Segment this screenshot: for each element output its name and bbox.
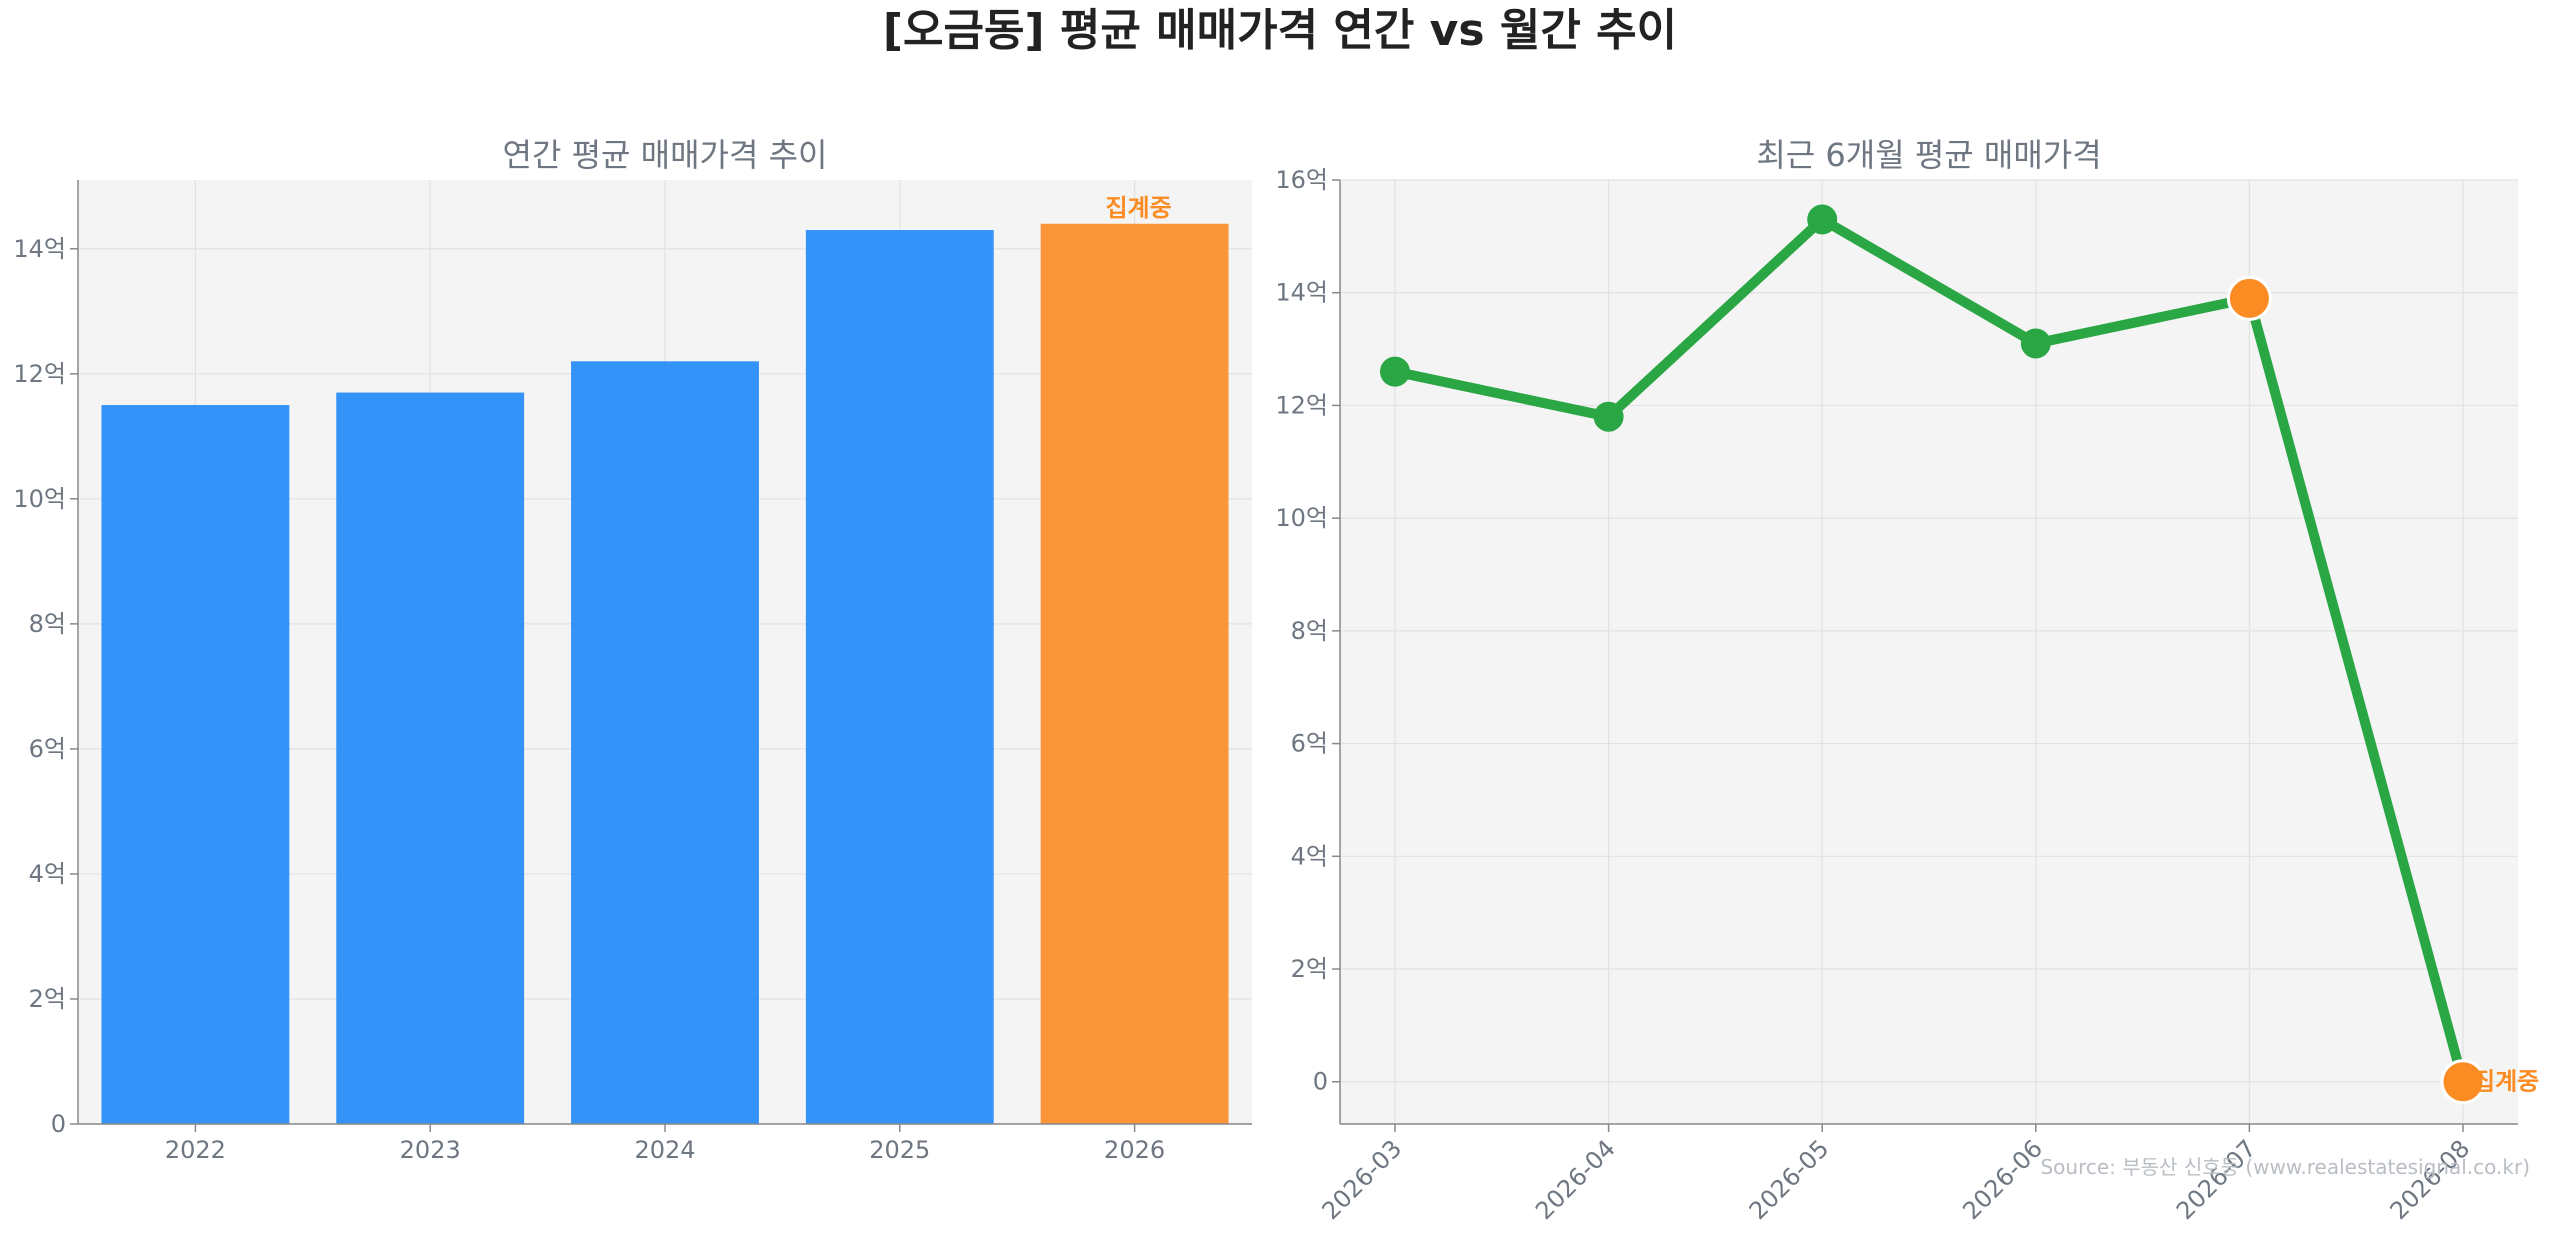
monthly-x-tick-label: 2026-05 bbox=[1744, 1134, 1835, 1225]
monthly-y-tick-label: 10억 bbox=[1275, 504, 1328, 532]
monthly-y-tick-label: 0 bbox=[1313, 1068, 1328, 1096]
annual-y-tick-label: 14억 bbox=[13, 235, 66, 263]
monthly-series: 집계중 bbox=[1380, 204, 2539, 1105]
monthly-x-tick-label: 2026-08 bbox=[2385, 1134, 2476, 1225]
monthly-chart-title: 최근 6개월 평균 매매가격 bbox=[1756, 136, 2101, 174]
monthly-y-tick-label: 14억 bbox=[1275, 279, 1328, 307]
annual-y-tick-label: 8억 bbox=[29, 610, 66, 638]
monthly-y-tick-label: 6억 bbox=[1291, 730, 1328, 758]
monthly-y-tick-label: 8억 bbox=[1291, 617, 1328, 645]
monthly-gridlines bbox=[1340, 179, 2518, 1124]
annual-x-tick-label: 2022 bbox=[165, 1136, 226, 1164]
annual-x-tick-label: 2024 bbox=[634, 1136, 695, 1164]
annual-y-tick-label: 10억 bbox=[13, 485, 66, 513]
annual-axes: 0 2억 4억 6억 8억 10억 12억 14억 2022 2023 2024 2025 2026 bbox=[13, 180, 1252, 1164]
annual-bar bbox=[336, 392, 525, 1125]
monthly-y-tick-label: 4억 bbox=[1291, 842, 1328, 870]
monthly-x-tick-label: 2026-03 bbox=[1317, 1134, 1408, 1225]
annual-y-tick-label: 12억 bbox=[13, 360, 66, 388]
annual-bar bbox=[101, 405, 290, 1125]
monthly-x-tick-label: 2026-06 bbox=[1957, 1134, 2048, 1225]
monthly-y-tick-label: 2억 bbox=[1291, 955, 1328, 983]
monthly-point bbox=[1380, 356, 1410, 387]
annual-y-tick-label: 6억 bbox=[29, 735, 66, 763]
monthly-point bbox=[1593, 401, 1624, 432]
annual-bar bbox=[805, 230, 994, 1124]
annual-bars: 집계중 bbox=[101, 194, 1229, 1125]
monthly-x-tick-label: 2026-07 bbox=[2171, 1134, 2262, 1225]
annual-y-tick-label: 2억 bbox=[29, 985, 66, 1013]
annual-x-tick-label: 2025 bbox=[869, 1136, 930, 1164]
monthly-point bbox=[2020, 328, 2051, 359]
annual-bar-highlight bbox=[1040, 223, 1229, 1124]
annual-bar-note: 집계중 bbox=[1105, 194, 1171, 222]
annual-y-tick-label: 4억 bbox=[29, 860, 66, 888]
annual-x-tick-label: 2023 bbox=[400, 1136, 461, 1164]
monthly-point-highlight bbox=[2226, 275, 2272, 321]
annual-chart-title: 연간 평균 매매가격 추이 bbox=[503, 136, 828, 174]
source-caption: Source: 부동산 신호등 (www.realestatesignal.co… bbox=[2040, 1155, 2530, 1179]
monthly-series-line bbox=[1390, 214, 2468, 1087]
annual-bar-chart: 집계중 0 2억 4억 6억 8억 10억 12억 14억 2022 2023 2024 2025 20… bbox=[13, 136, 1252, 1164]
monthly-x-tick-label: 2026-04 bbox=[1530, 1134, 1621, 1225]
monthly-point bbox=[1807, 204, 1838, 235]
monthly-point-note: 집계중 bbox=[2473, 1068, 2539, 1096]
monthly-line-chart: 집계중 0 2억 4억 6억 8억 10억 12억 14억 16억 2026-03 2026-04 2… bbox=[1275, 136, 2539, 1225]
monthly-y-tick-label: 12억 bbox=[1275, 391, 1328, 419]
monthly-y-tick-label: 16억 bbox=[1275, 166, 1328, 194]
annual-bar bbox=[571, 361, 759, 1125]
annual-x-tick-label: 2026 bbox=[1104, 1136, 1165, 1164]
monthly-plot-background bbox=[1340, 180, 2518, 1124]
chart-main-title: [오금동] 평균 매매가격 연간 vs 월간 추이 bbox=[882, 5, 1678, 56]
annual-y-tick-label: 0 bbox=[51, 1110, 66, 1138]
monthly-point-highlight bbox=[2440, 1059, 2486, 1105]
